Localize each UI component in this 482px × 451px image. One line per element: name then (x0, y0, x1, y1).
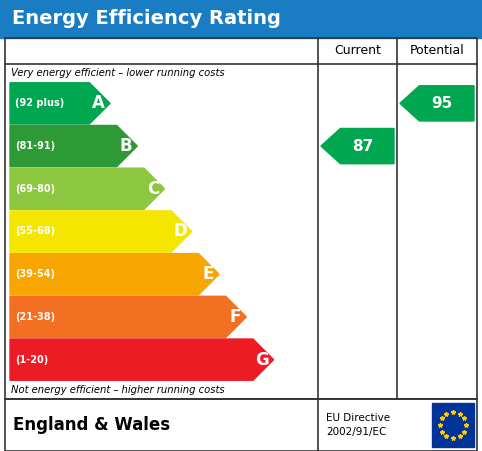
Polygon shape (10, 125, 137, 167)
Polygon shape (10, 296, 246, 337)
Text: (39-54): (39-54) (15, 269, 55, 279)
Text: Current: Current (334, 45, 381, 57)
Bar (0, 0, 482, 38)
Polygon shape (10, 253, 219, 295)
Text: Potential: Potential (410, 45, 464, 57)
Text: Not energy efficient – higher running costs: Not energy efficient – higher running co… (11, 385, 225, 395)
Text: England & Wales: England & Wales (13, 416, 170, 434)
Text: Very energy efficient – lower running costs: Very energy efficient – lower running co… (11, 68, 225, 78)
Text: 87: 87 (352, 138, 373, 154)
Text: 95: 95 (431, 96, 453, 111)
Polygon shape (321, 129, 394, 164)
Text: (92 plus): (92 plus) (15, 98, 64, 108)
Polygon shape (10, 83, 110, 124)
Text: (69-80): (69-80) (15, 184, 55, 194)
Text: (21-38): (21-38) (15, 312, 55, 322)
Text: C: C (147, 180, 160, 198)
Polygon shape (400, 86, 474, 121)
Text: Energy Efficiency Rating: Energy Efficiency Rating (12, 9, 281, 28)
Text: E: E (202, 265, 214, 283)
Text: A: A (92, 94, 105, 112)
Text: (81-91): (81-91) (15, 141, 55, 151)
Bar (432, 403, 474, 447)
Text: EU Directive
2002/91/EC: EU Directive 2002/91/EC (326, 413, 390, 437)
Polygon shape (10, 168, 164, 209)
Polygon shape (10, 339, 274, 380)
Text: (55-68): (55-68) (15, 226, 55, 236)
Text: F: F (229, 308, 241, 326)
Text: G: G (255, 350, 269, 368)
Polygon shape (10, 211, 192, 252)
Text: D: D (174, 222, 187, 240)
Bar (5, 38, 477, 399)
Bar (5, 399, 477, 451)
Text: (1-20): (1-20) (15, 354, 48, 365)
Text: B: B (120, 137, 132, 155)
